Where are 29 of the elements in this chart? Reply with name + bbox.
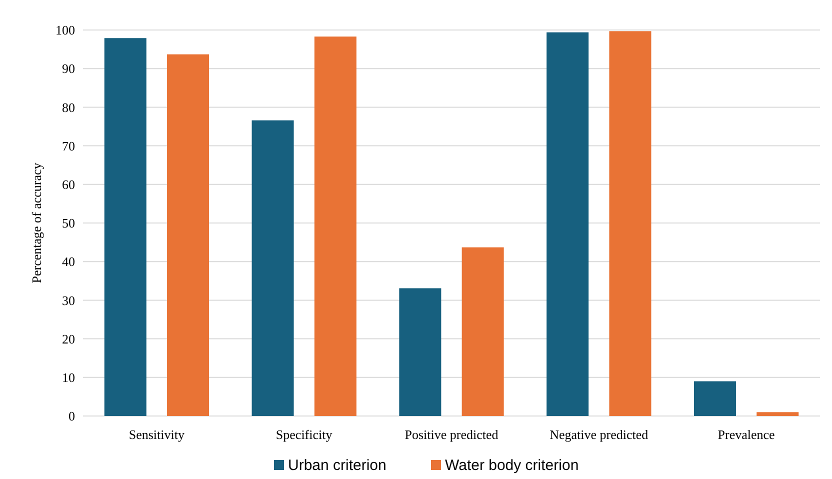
y-tick-label: 10 (62, 370, 75, 385)
y-tick-label: 100 (56, 22, 75, 38)
x-tick-label: Positive predicted (404, 427, 499, 442)
y-tick-label: 60 (62, 176, 75, 192)
bar (252, 120, 294, 416)
x-tick-label: Specificity (276, 427, 333, 442)
y-tick-label: 40 (62, 254, 75, 270)
bar (167, 54, 210, 416)
bar (104, 38, 146, 416)
legend-label: Water body criterion (445, 457, 579, 474)
y-axis-title: Percentage of accuracy (29, 162, 44, 284)
y-tick-label: 90 (62, 61, 75, 76)
legend-label: Urban criterion (288, 457, 386, 474)
bar (694, 381, 736, 416)
bar (609, 31, 652, 416)
bar (462, 247, 504, 416)
bar (546, 32, 589, 416)
x-tick-label: Negative predicted (550, 427, 649, 442)
y-tick-label: 20 (62, 331, 75, 346)
x-tick-label: Prevalence (718, 427, 776, 442)
y-tick-label: 0 (68, 408, 75, 424)
bar (399, 288, 442, 416)
x-tick-label: Sensitivity (128, 427, 186, 442)
y-tick-label: 70 (62, 138, 75, 154)
y-tick-label: 30 (62, 292, 75, 308)
y-tick-label: 50 (62, 216, 75, 231)
bar (756, 412, 799, 416)
y-tick-label: 80 (62, 100, 75, 115)
bar (314, 36, 356, 416)
